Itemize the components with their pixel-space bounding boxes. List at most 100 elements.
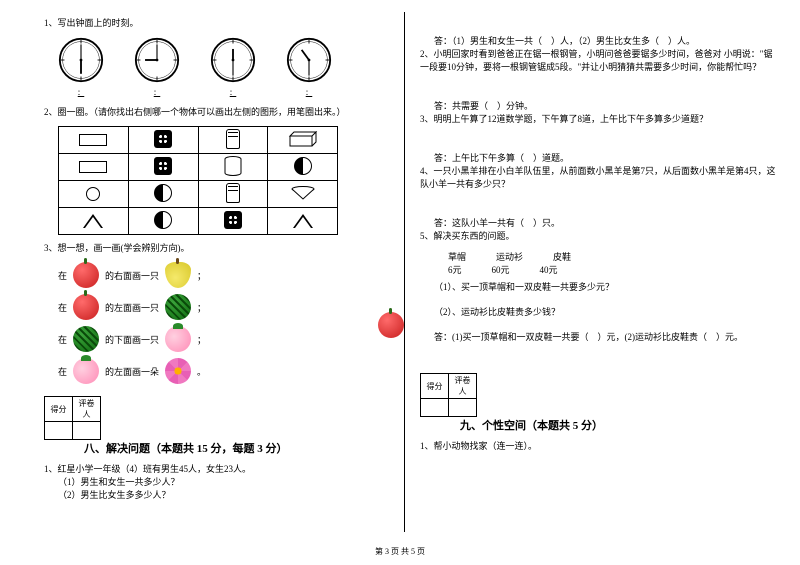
q3: 3、想一想，画一画(学会辨别方向)。 <box>44 241 404 254</box>
page: 1、写出钟面上的时刻。 : : : : 2、圈一圈。（请你找出右侧哪一个物体可以… <box>0 0 800 565</box>
clock-4 <box>286 37 332 83</box>
p5-q1: （1）、买一顶草帽和一双皮鞋一共要多少元？ <box>434 280 780 293</box>
cell-half2 <box>128 181 198 208</box>
a1: 答：（1）男生和女生一共（ ）人，（2）男生比女生多（ ）人。 <box>434 34 780 47</box>
r4-tail: 。 <box>197 365 206 378</box>
r2-tail: ； <box>197 301 206 314</box>
r3-tail: ； <box>197 333 206 346</box>
page-footer: 第 3 页 共 5 页 <box>0 546 800 557</box>
a2: 答：共需要（ ）分钟。 <box>434 99 780 112</box>
item-3: 皮鞋 <box>553 250 571 263</box>
r3-mid: 的下面画一只 <box>105 333 159 346</box>
score-blank <box>45 422 73 440</box>
item-1: 草帽 <box>448 250 466 263</box>
cell-dice2 <box>128 154 198 181</box>
p4: 4、一只小黑羊排在小白羊队伍里，从前面数小黑羊是第7只，从后面数小黑羊是第4只，… <box>420 164 780 190</box>
section-8-header: 得分评卷人 <box>44 388 404 440</box>
blank-4: : <box>286 87 332 97</box>
a3: 答：上午比下午多算（ ）道题。 <box>434 151 780 164</box>
score-table-right: 得分评卷人 <box>420 373 477 417</box>
cell-dice3 <box>198 208 268 235</box>
p2-text: 小明回家时看到爸爸正在锯一根钢管，小明问爸爸要锯多少时间，爸爸对 小明说："锯一… <box>420 49 772 72</box>
clock-blanks: : : : : <box>58 87 404 97</box>
score-blank <box>73 422 101 440</box>
p9-num: 1、 <box>420 441 434 451</box>
fruit-row-3: 在 的下面画一只 ； <box>58 326 404 352</box>
score-c2: 评卷人 <box>73 397 101 422</box>
price-1: 6元 <box>448 263 462 276</box>
q1: 1、写出钟面上的时刻。 <box>44 16 404 29</box>
fruit-row-2: 在 的左面画一只 ； <box>58 294 404 320</box>
r2-mid: 的左面画一只 <box>105 301 159 314</box>
section-8-title: 八、解决问题（本题共 15 分，每题 3 分） <box>84 440 404 456</box>
fruit-row-1: 在 的右面画一只 ； <box>58 262 404 288</box>
table-row <box>59 154 338 181</box>
p5-text: 解决买东西的问题。 <box>434 231 515 241</box>
clock-3 <box>210 37 256 83</box>
p5-num: 5、 <box>420 231 434 241</box>
prices-row: 6元 60元 40元 <box>448 263 780 276</box>
r4-mid: 的左面画一朵 <box>105 365 159 378</box>
p3: 3、明明上午算了12道数学题，下午算了8道，上午比下午多算多少道题？ <box>420 112 780 125</box>
p1-a: （1）男生和女生一共多少人？ <box>58 475 404 488</box>
q1-text: 写出钟面上的时刻。 <box>58 18 139 28</box>
cell-cyl <box>198 154 268 181</box>
q2-num: 2、 <box>44 107 58 117</box>
q3-num: 3、 <box>44 243 58 253</box>
score-blank <box>449 399 477 417</box>
column-divider <box>404 12 405 532</box>
q2: 2、圈一圈。（请你找出右侧哪一个物体可以画出左侧的图形，用笔圈出来。） <box>44 105 404 118</box>
clock-2 <box>134 37 180 83</box>
cell-tri2 <box>268 208 338 235</box>
p1: 1、红星小学一年级（4）班有男生45人，女生23人。 （1）男生和女生一共多少人… <box>44 462 404 501</box>
clock-1 <box>58 37 104 83</box>
score-blank <box>421 399 449 417</box>
q3-text: 想一想，画一画(学会辨别方向)。 <box>58 243 190 253</box>
price-3: 40元 <box>540 263 558 276</box>
p2: 2、小明回家时看到爸爸正在锯一根钢管，小明问爸爸要锯多少时间，爸爸对 小明说："… <box>420 47 780 73</box>
score-c1: 得分 <box>45 397 73 422</box>
p1-num: 1、 <box>44 464 58 474</box>
peach-icon <box>165 326 191 352</box>
right-column: 答：（1）男生和女生一共（ ）人，（2）男生比女生多（ ）人。 2、小明回家时看… <box>420 16 780 460</box>
cell-half <box>268 154 338 181</box>
cell-rect <box>59 127 129 154</box>
apple-icon <box>73 294 99 320</box>
p1-text: 红星小学一年级（4）班有男生45人，女生23人。 <box>58 464 252 474</box>
left-column: 1、写出钟面上的时刻。 : : : : 2、圈一圈。（请你找出右侧哪一个物体可以… <box>44 16 404 509</box>
p4-text: 一只小黑羊排在小白羊队伍里，从前面数小黑羊是第7只，从后面数小黑羊是第4只，这队… <box>420 166 776 189</box>
a4: 答：这队小羊一共有（ ）只。 <box>434 216 780 229</box>
p9: 1、帮小动物找家（连一连）。 <box>420 439 780 452</box>
melon-icon <box>165 294 191 320</box>
blank-3: : <box>210 87 256 97</box>
r4-pre: 在 <box>58 365 67 378</box>
melon-icon <box>73 326 99 352</box>
r1-pre: 在 <box>58 269 67 282</box>
p2-num: 2、 <box>420 49 434 59</box>
cell-cuboid <box>268 127 338 154</box>
items-row: 草帽 运动衫 皮鞋 <box>448 250 780 263</box>
p5-q2: （2）、运动衫比皮鞋贵多少钱？ <box>434 305 780 318</box>
table-row <box>59 208 338 235</box>
r3-pre: 在 <box>58 333 67 346</box>
flower-icon <box>165 358 191 384</box>
apple-icon <box>73 262 99 288</box>
blank-2: : <box>134 87 180 97</box>
pear-icon <box>165 262 191 288</box>
p1-b: （2）男生比女生多多少人？ <box>58 488 404 501</box>
r2-pre: 在 <box>58 301 67 314</box>
score-c1: 得分 <box>421 374 449 399</box>
q2-text: 圈一圈。（请你找出右侧哪一个物体可以画出左侧的图形，用笔圈出来。） <box>58 107 346 117</box>
q1-num: 1、 <box>44 18 58 28</box>
clock-row <box>58 37 404 83</box>
cell-circ <box>59 181 129 208</box>
p5: 5、解决买东西的问题。 <box>420 229 780 242</box>
cell-can <box>198 127 268 154</box>
p9-text: 帮小动物找家（连一连）。 <box>434 441 538 451</box>
p3-text: 明明上午算了12道数学题，下午算了8道，上午比下午多算多少道题？ <box>434 114 709 124</box>
section-9-header: 得分评卷人 <box>420 365 780 417</box>
p3-num: 3、 <box>420 114 434 124</box>
p4-num: 4、 <box>420 166 434 176</box>
cell-dice <box>128 127 198 154</box>
r1-mid: 的右面画一只 <box>105 269 159 282</box>
